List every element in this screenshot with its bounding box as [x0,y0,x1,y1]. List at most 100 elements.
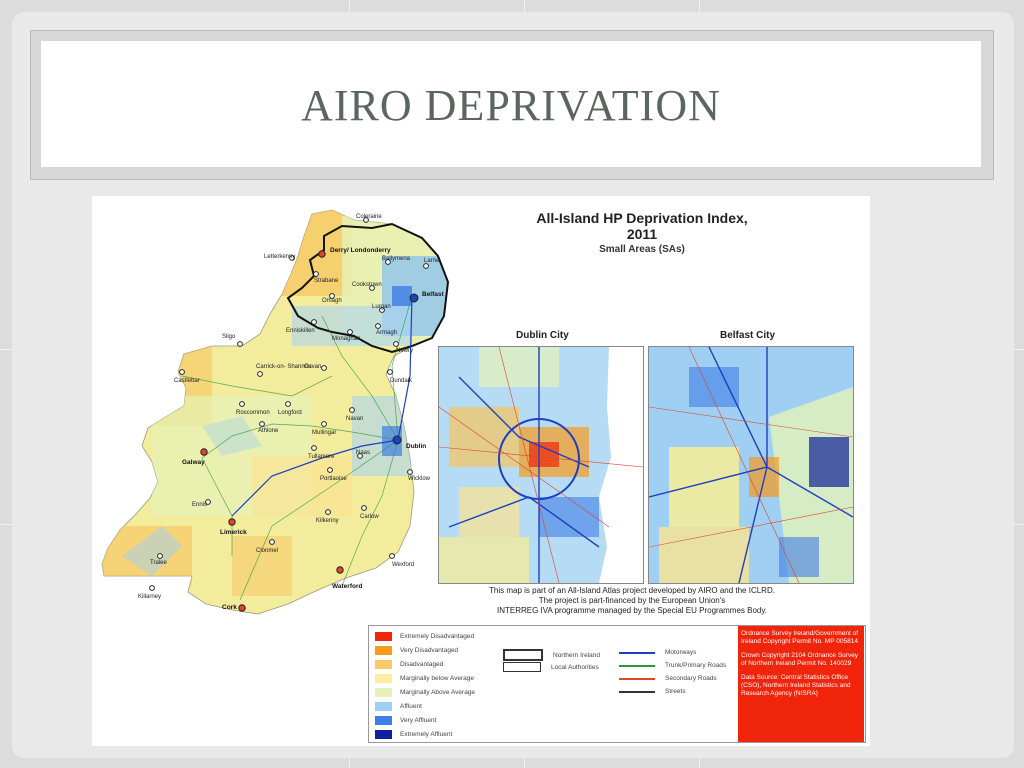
legend-boundary-item: Local Authorities [503,662,599,672]
legend-item: Extremely Affluent [375,728,452,740]
place-label: Cavan [304,364,321,370]
legend-label: Affluent [400,702,422,710]
place-label: Mullingar [312,430,336,436]
place-label: Sligo [222,334,236,340]
legend-item: Marginally Above Average [375,686,475,698]
place-label: Ballymena [382,256,411,262]
place-label: Clonmel [256,548,278,554]
place-label: Carlow [360,514,379,520]
place-label: Strabane [314,278,339,284]
place-label: Waterford [332,583,362,590]
place-label: Lurgan [372,304,391,310]
place-label: Athlone [258,428,279,434]
place-label: Killarney [138,594,161,600]
place-label: Galway [182,459,205,466]
legend-road-item: Motorways [619,649,696,656]
legend-boundary-item: Northern Ireland [503,649,600,661]
motorways [231,295,413,517]
dublin-inset-map [438,346,644,584]
legend-label: Extremely Disadvantaged [400,632,475,640]
legend-item: Very Affluent [375,714,436,726]
legend-road-swatch [619,690,655,693]
map-note: This map is part of an All-Island Atlas … [482,586,782,616]
map-title: All-Island HP Deprivation Index, 2011 [536,210,748,242]
place-label: Ennis [192,502,207,508]
legend-swatch [375,659,392,669]
legend-label: Northern Ireland [553,651,600,659]
legend-label: Marginally below Average [400,674,474,682]
place-label: Portlaoise [320,476,347,482]
place-label: Newry [396,348,413,354]
legend-swatch [375,645,392,655]
legend-label: Motorways [665,649,697,656]
legend-item: Disadvantaged [375,658,443,670]
note-line: This map is part of an All-Island Atlas … [489,586,775,595]
dublin-inset-label: Dublin City [516,330,569,341]
note-line: INTERREG IVA programme managed by the Sp… [496,606,768,615]
place-label: Cork [222,604,237,611]
note-line: The project is part-financed by the Euro… [538,596,726,605]
map-title-block: All-Island HP Deprivation Index, 2011 Sm… [522,210,762,255]
place-label: Belfast [422,291,445,298]
credit-text: Ordnance Survey Ireland/Government of Ir… [741,630,859,645]
town-labels: Coleraine Derry/ Londonderry Letterkenny… [138,214,445,611]
place-label: Coleraine [356,214,382,220]
place-label: Dundalk [390,378,413,384]
deprivation-map-image: Coleraine Derry/ Londonderry Letterkenny… [92,196,870,746]
place-label: Naas [356,450,370,456]
place-label: Letterkenny [264,254,295,260]
map-legend: Extremely Disadvantaged Very Disadvantag… [368,625,866,743]
place-label: Monaghan [332,336,360,342]
ireland-map: Coleraine Derry/ Londonderry Letterkenny… [101,209,450,615]
legend-road-swatch [619,677,655,680]
legend-boundary-swatch [503,662,541,672]
legend-road-item: Trunk/Primary Roads [619,662,726,669]
legend-label: Very Disadvantaged [400,646,459,654]
place-label: Tralee [150,560,167,566]
legend-road-swatch [619,664,655,667]
slide-title: AIRO DEPRIVATION [301,80,721,130]
place-label: Cookstown [352,282,382,288]
place-label: Wexford [392,562,414,568]
place-label: Enniskillen [286,328,315,334]
credit-text: Crown Copyright 2104 Ordnance Survey of … [741,652,859,667]
legend-road-swatch [619,651,655,654]
legend-item: Affluent [375,700,422,712]
copyright-credits: Ordnance Survey Ireland/Government of Ir… [738,626,864,742]
place-label: Castlebar [174,378,200,384]
place-label: Derry/ Londonderry [330,247,391,254]
title-box: AIRO DEPRIVATION [41,41,981,167]
place-label: Dublin [406,443,426,450]
legend-boundary-swatch [503,649,543,661]
town-markers [149,217,429,612]
place-label: Navan [346,416,363,422]
legend-label: Streets [665,688,686,695]
legend-road-item: Streets [619,688,686,695]
legend-label: Disadvantaged [400,660,444,668]
place-label: Roscommon [236,410,270,416]
legend-label: Secondary Roads [665,675,717,682]
legend-item: Extremely Disadvantaged [375,630,474,642]
legend-label: Very Affluent [400,716,437,724]
place-label: Limerick [220,529,247,536]
place-label: Kilkenny [316,518,339,524]
title-frame: AIRO DEPRIVATION [30,30,994,180]
place-label: Wicklow [408,476,431,482]
northern-ireland-boundary [286,222,450,354]
legend-item: Marginally below Average [375,672,474,684]
legend-swatch [375,715,392,725]
legend-label: Trunk/Primary Roads [665,662,727,669]
credit-text: Data Source: Central Statistics Office (… [741,674,851,697]
legend-item: Very Disadvantaged [375,644,458,656]
place-label: Tullamore [308,454,335,460]
legend-swatch [375,687,392,697]
legend-road-item: Secondary Roads [619,675,717,682]
place-label: Omagh [322,298,342,304]
legend-swatch [375,631,392,641]
legend-label: Local Authorities [551,663,599,671]
legend-swatch [375,729,392,739]
legend-swatch [375,673,392,683]
place-label: Armagh [376,330,397,336]
belfast-inset-map [648,346,854,584]
legend-label: Extremely Affluent [400,730,453,738]
